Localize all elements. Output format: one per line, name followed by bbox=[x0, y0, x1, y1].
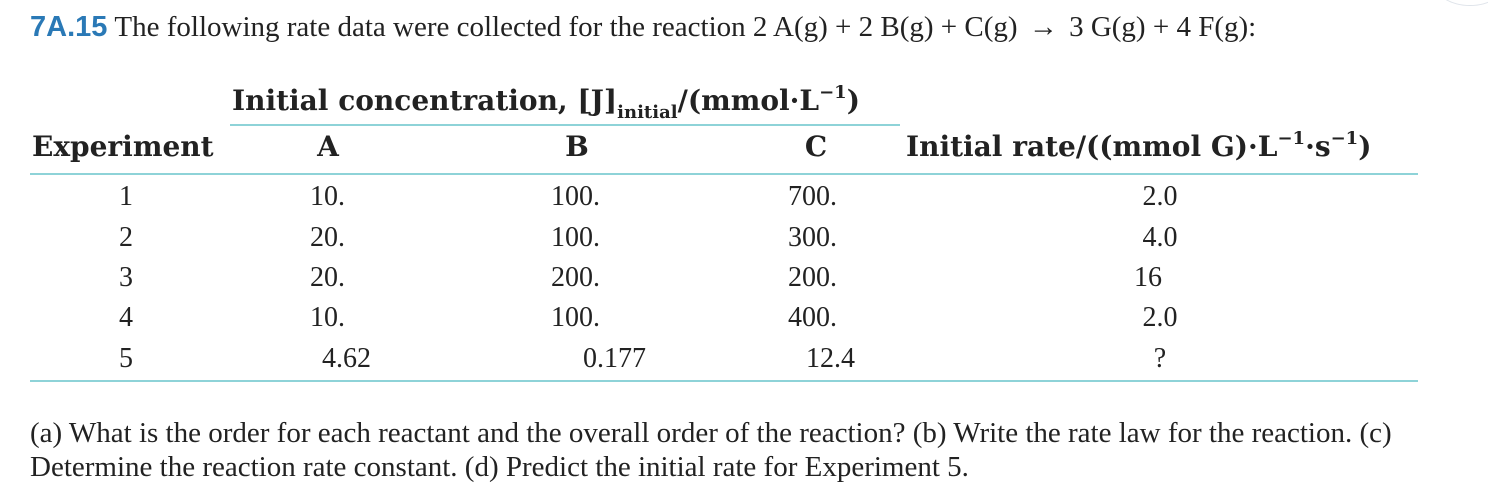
cell-a: 4.62 bbox=[322, 343, 371, 374]
group-header-text: Initial concentration, [J] bbox=[232, 84, 618, 117]
cell-c: 700. bbox=[788, 181, 837, 212]
rate-header-close: ) bbox=[1358, 130, 1372, 163]
cell-rate: 2.0 bbox=[1142, 302, 1178, 333]
group-header-unit-exponent: −1 bbox=[819, 82, 847, 103]
problem-number: 7A.15 bbox=[30, 11, 108, 43]
cell-experiment: 3 bbox=[119, 262, 133, 293]
table-header-rule bbox=[30, 173, 1418, 175]
cell-experiment: 2 bbox=[119, 222, 133, 253]
column-header-rate: Initial rate/((mmol G)·L−1·s−1) bbox=[906, 128, 1371, 170]
cell-c: 200. bbox=[788, 262, 837, 293]
rate-header-exponent-1: −1 bbox=[1277, 128, 1306, 149]
rate-header-text: Initial rate/((mmol G)·L bbox=[906, 130, 1278, 163]
cell-b: 100. bbox=[551, 302, 600, 333]
cell-a: 10. bbox=[310, 181, 345, 212]
cell-experiment: 4 bbox=[119, 302, 133, 333]
cell-a: 20. bbox=[310, 262, 345, 293]
cell-a: 10. bbox=[310, 302, 345, 333]
group-header-subscript: initial bbox=[617, 102, 678, 123]
column-header-c: C bbox=[804, 130, 828, 163]
cell-rate: ? bbox=[1153, 343, 1167, 374]
cell-c: 12.4 bbox=[806, 343, 855, 374]
rate-header-seconds: ·s bbox=[1305, 130, 1331, 163]
cell-b: 100. bbox=[551, 222, 600, 253]
rate-header-exponent-2: −1 bbox=[1330, 128, 1359, 149]
corner-decoration bbox=[1434, 0, 1488, 6]
concentration-group-header: Initial concentration, [J]initial/(mmol·… bbox=[232, 81, 860, 125]
cell-rate: 16 bbox=[1134, 262, 1162, 293]
table-bottom-rule bbox=[30, 380, 1418, 382]
cell-b: 0.177 bbox=[583, 343, 646, 374]
cell-a: 20. bbox=[310, 222, 345, 253]
cell-rate: 4.0 bbox=[1142, 222, 1178, 253]
cell-b: 100. bbox=[551, 181, 600, 212]
group-header-unit-close: ) bbox=[846, 84, 860, 117]
cell-experiment: 5 bbox=[119, 343, 133, 374]
problem-questions: (a) What is the order for each reactant … bbox=[30, 417, 1392, 483]
column-header-experiment: Experiment bbox=[32, 130, 214, 163]
problem-statement: 7A.15 The following rate data were collec… bbox=[30, 10, 1256, 44]
cell-c: 300. bbox=[788, 222, 837, 253]
cell-rate: 2.0 bbox=[1142, 181, 1178, 212]
cell-c: 400. bbox=[788, 302, 837, 333]
cell-experiment: 1 bbox=[119, 181, 133, 212]
column-header-a: A bbox=[317, 130, 339, 163]
group-header-rule bbox=[230, 124, 900, 126]
cell-b: 200. bbox=[551, 262, 600, 293]
reaction-reactants: The following rate data were collected f… bbox=[114, 11, 1018, 43]
reaction-products: 3 G(g) + 4 F(g): bbox=[1069, 11, 1257, 43]
reaction-arrow: → bbox=[1028, 11, 1058, 43]
column-header-b: B bbox=[565, 130, 589, 163]
group-header-unit: /(mmol·L bbox=[677, 84, 820, 117]
